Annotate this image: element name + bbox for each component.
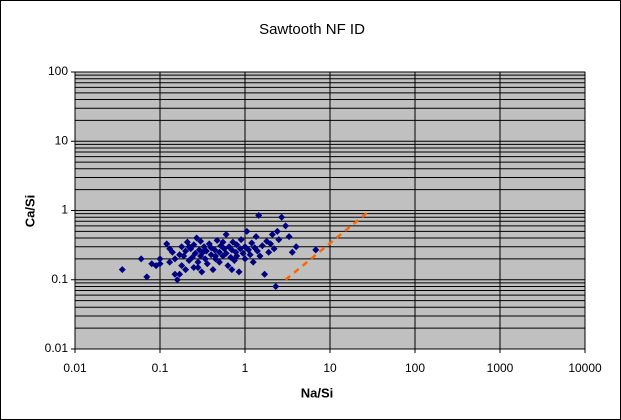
x-axis-title: Na/Si (301, 385, 334, 400)
point (292, 243, 300, 251)
point (237, 236, 245, 244)
point (248, 239, 256, 247)
point (222, 249, 230, 257)
point (194, 258, 202, 266)
point (253, 247, 261, 255)
point (258, 242, 266, 250)
point (222, 231, 230, 239)
point (215, 258, 223, 266)
point (261, 270, 269, 278)
point (171, 270, 179, 278)
x-tick-label: 1 (242, 361, 249, 375)
point (249, 258, 257, 266)
point (219, 238, 227, 246)
point (241, 255, 249, 263)
point (197, 237, 205, 245)
y-tick-label: 10 (55, 133, 69, 147)
x-tick-label: 10 (323, 361, 337, 375)
point (171, 255, 179, 263)
point (185, 243, 193, 251)
point (156, 255, 164, 263)
point (272, 282, 280, 290)
point (156, 260, 164, 268)
x-tick-label: 10000 (568, 361, 602, 375)
x-tick-label: 100 (405, 361, 425, 375)
point (166, 258, 174, 266)
point (288, 248, 296, 256)
point (168, 248, 176, 256)
point (256, 252, 264, 260)
y-tick-label: 0.01 (45, 341, 69, 355)
point (275, 236, 283, 244)
point (273, 227, 281, 235)
point (194, 264, 202, 272)
point (268, 231, 276, 239)
x-tick-label: 0.01 (63, 361, 87, 375)
point (267, 240, 275, 248)
point (193, 234, 201, 242)
point (213, 236, 221, 244)
point (178, 243, 186, 251)
y-tick-label: 0.1 (51, 272, 68, 286)
point (118, 266, 126, 274)
point (235, 268, 243, 276)
x-tick-label: 0.1 (152, 361, 169, 375)
point (190, 264, 198, 272)
point (239, 249, 247, 257)
point (182, 247, 190, 255)
point (312, 246, 320, 254)
point (198, 268, 206, 276)
chart-title: Sawtooth NF ID (259, 21, 365, 38)
point (173, 276, 181, 284)
point (143, 273, 151, 281)
point (252, 233, 260, 241)
point (243, 227, 251, 235)
trend-line (284, 211, 369, 281)
point (176, 270, 184, 278)
point (212, 252, 220, 260)
x-tick-label: 1000 (487, 361, 514, 375)
point (137, 255, 145, 263)
point (270, 245, 278, 253)
point (233, 241, 241, 249)
point (203, 260, 211, 268)
point (202, 247, 210, 255)
point (265, 248, 273, 256)
point (215, 248, 223, 256)
point (178, 262, 186, 270)
point (278, 213, 286, 221)
point (246, 251, 254, 259)
point (211, 246, 219, 254)
y-tick-label: 1 (61, 203, 68, 217)
point (233, 252, 241, 260)
point (282, 222, 290, 230)
point (163, 240, 171, 248)
point (209, 266, 217, 274)
point (255, 211, 263, 219)
y-axis-title: Ca/Si (22, 195, 37, 228)
point (224, 262, 232, 270)
point (191, 249, 199, 257)
point (285, 233, 293, 241)
y-tick-label: 100 (48, 64, 68, 78)
point (228, 266, 236, 274)
point (182, 266, 190, 274)
